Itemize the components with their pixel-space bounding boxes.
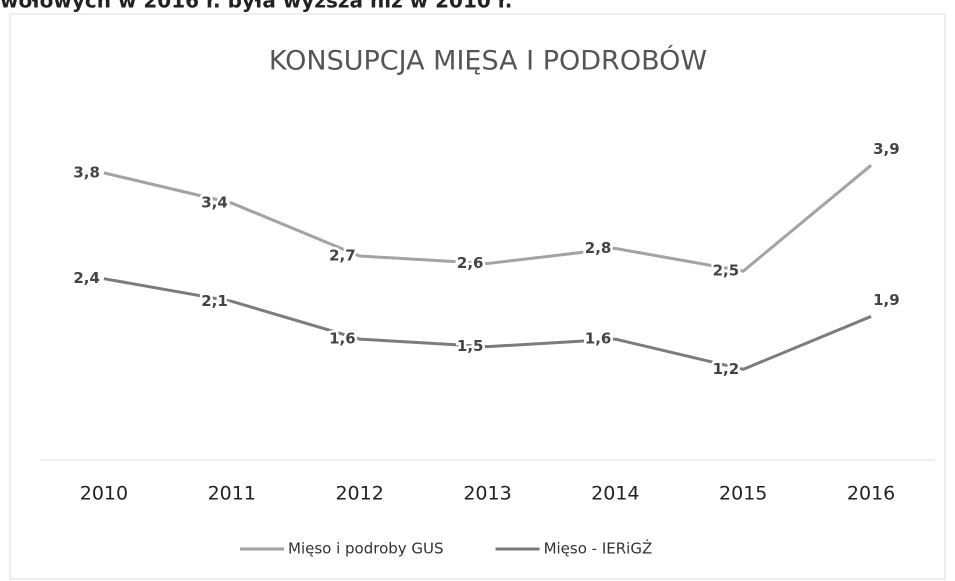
data-label: 1,6 [329, 330, 356, 348]
data-label: 3,8 [73, 163, 100, 181]
chart-frame [9, 13, 946, 580]
data-label: 2,4 [73, 269, 100, 287]
legend-label: Mięso i podroby GUS [288, 540, 444, 558]
data-label: 1,6 [585, 330, 612, 348]
x-tick-label: 2011 [208, 483, 256, 505]
chart-title: KONSUPCJA MIĘSA I PODROBÓW [269, 45, 707, 77]
data-label: 3,4 [201, 194, 228, 212]
x-tick-label: 2016 [847, 483, 895, 505]
x-tick-label: 2010 [80, 483, 128, 505]
data-label: 3,9 [873, 140, 900, 158]
data-label: 2,6 [457, 254, 484, 272]
x-tick-label: 2014 [591, 483, 639, 505]
x-tick-label: 2012 [335, 483, 383, 505]
series-line [103, 164, 873, 273]
x-tick-label: 2013 [463, 483, 511, 505]
caption: wołowych w 2016 r. była wyższa niż w 201… [0, 0, 512, 13]
legend-label: Mięso - IERiGŻ [544, 539, 653, 558]
data-label: 2,5 [713, 262, 740, 280]
data-label: 2,8 [585, 239, 612, 257]
data-label: 1,2 [713, 360, 740, 378]
x-tick-label: 2015 [719, 483, 767, 505]
data-label: 1,9 [873, 291, 900, 309]
series-line [103, 277, 872, 371]
data-label: 2,7 [329, 247, 356, 265]
data-label: 1,5 [457, 337, 484, 355]
data-label: 2,1 [201, 292, 228, 310]
